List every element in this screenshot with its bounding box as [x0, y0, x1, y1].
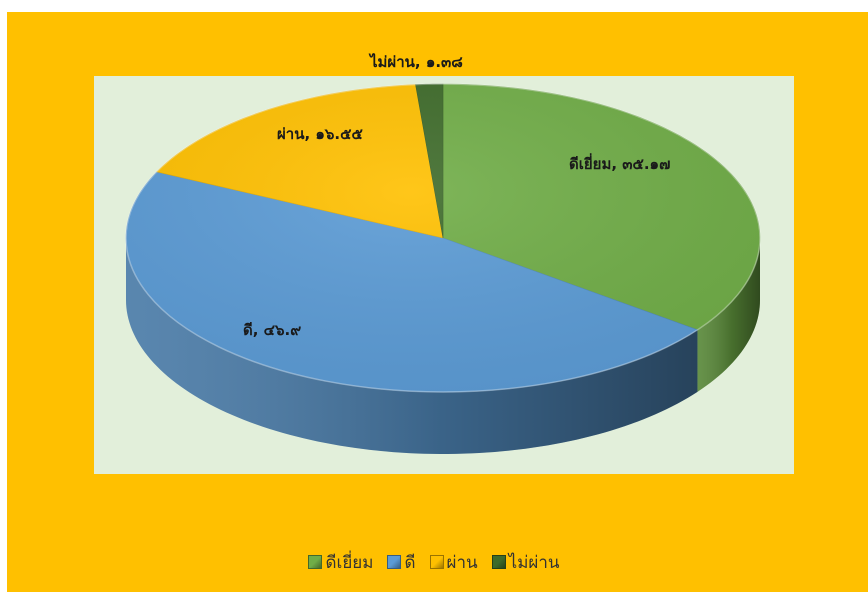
data-label-pass: ผ่าน, ๑๖.๕๕	[277, 125, 363, 143]
data-label-fail: ไม่ผ่าน, ๑.๓๘	[370, 53, 463, 71]
legend-key-good	[387, 555, 402, 569]
legend-label: ผ่าน	[446, 552, 478, 573]
pie-side-shade-good	[126, 238, 698, 454]
legend-key-pass	[429, 555, 444, 569]
data-label-excellent: ดีเยี่ยม, ๓๕.๑๗	[569, 155, 671, 173]
pie-side-shade-excellent	[697, 238, 760, 392]
legend-key-excellent	[308, 555, 323, 569]
legend-label: ดีเยี่ยม	[325, 552, 374, 573]
legend-item-good[interactable]: ดี	[387, 549, 416, 576]
legend: ดีเยี่ยม ดี ผ่าน ไม่ผ่าน	[0, 548, 868, 576]
data-label-good: ดี, ๔๖.๙	[243, 321, 302, 339]
legend-item-excellent[interactable]: ดีเยี่ยม	[308, 549, 373, 576]
pie-top-highlight	[125, 83, 761, 393]
legend-label: ดี	[404, 552, 416, 573]
legend-label: ไม่ผ่าน	[508, 552, 560, 573]
legend-key-fail	[491, 555, 506, 569]
legend-item-pass[interactable]: ผ่าน	[429, 549, 478, 576]
legend-item-fail[interactable]: ไม่ผ่าน	[491, 549, 560, 576]
